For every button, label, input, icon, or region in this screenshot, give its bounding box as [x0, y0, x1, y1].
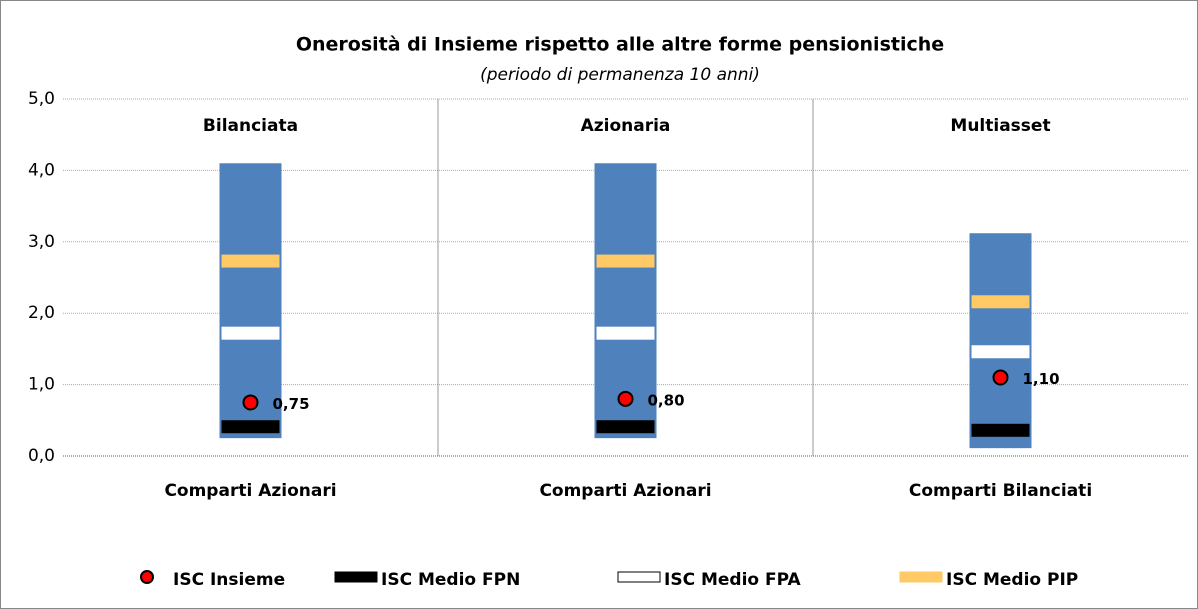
legend-symbol: [140, 570, 154, 584]
insieme-dot: [242, 394, 259, 411]
x-tick-label: Comparti Azionari: [539, 481, 711, 501]
marker-dash: [221, 420, 280, 434]
y-tick-label: 4,0: [28, 160, 55, 180]
insieme-dot: [992, 369, 1009, 386]
x-tick-label: Comparti Bilanciati: [909, 481, 1092, 501]
group-label: Multiasset: [950, 116, 1050, 136]
marker-dash: [971, 423, 1030, 437]
y-tick-label: 5,0: [28, 89, 55, 109]
y-tick-label: 2,0: [28, 303, 55, 323]
legend-symbol: [899, 571, 943, 583]
marker-dash: [596, 254, 655, 268]
y-tick-label: 1,0: [28, 375, 55, 395]
value-label: 0,75: [273, 395, 310, 413]
chart-subtitle: (periodo di permanenza 10 anni): [480, 65, 760, 85]
marker-dash: [596, 326, 655, 340]
legend-label: ISC Medio FPA: [664, 570, 802, 590]
marker-dash: [971, 295, 1030, 309]
group-label: Azionaria: [581, 116, 671, 136]
chart-title: Onerosità di Insieme rispetto alle altre…: [296, 34, 944, 56]
group-label: Bilanciata: [203, 116, 298, 136]
value-label: 0,80: [648, 391, 685, 409]
marker-dash: [971, 345, 1030, 359]
y-tick-label: 0,0: [28, 446, 55, 466]
marker-dash: [221, 254, 280, 268]
x-tick-label: Comparti Azionari: [164, 481, 336, 501]
marker-dash: [596, 420, 655, 434]
legend-label: ISC Medio FPN: [381, 570, 520, 590]
legend-label: ISC Medio PIP: [946, 570, 1078, 590]
legend-label: ISC Insieme: [173, 570, 285, 590]
legend-symbol: [617, 571, 661, 583]
legend-symbol: [334, 571, 378, 583]
value-label: 1,10: [1023, 370, 1060, 388]
range-bar: [219, 163, 282, 439]
insieme-dot: [617, 390, 634, 407]
y-tick-label: 3,0: [28, 232, 55, 252]
range-bar: [969, 233, 1032, 449]
marker-dash: [221, 326, 280, 340]
